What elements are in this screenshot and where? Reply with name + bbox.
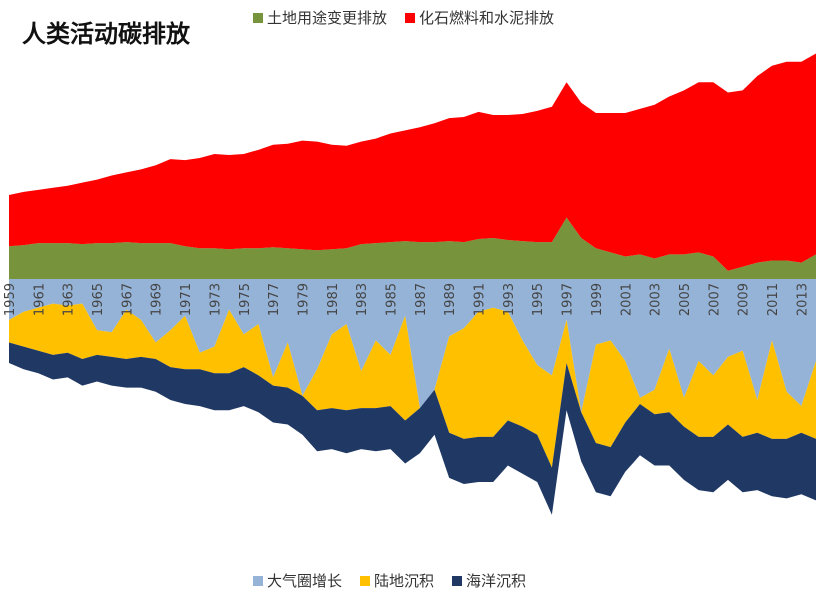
x-tick-label: 1969 — [150, 283, 165, 316]
x-tick-label: 1977 — [267, 283, 282, 316]
x-axis-group: 1959 1961 1963 1965 1967 1969 1971 1973 1975 1977… — [3, 283, 810, 316]
x-tick-label: 1989 — [443, 283, 458, 316]
legend-label-land-sink: 陆地沉积 — [374, 572, 435, 590]
x-tick-label: 1973 — [208, 283, 223, 316]
x-tick-label: 1995 — [531, 283, 546, 316]
legend-swatch-land-use — [253, 12, 263, 23]
x-tick-label: 1991 — [473, 283, 488, 316]
fossil-emissions-area — [9, 53, 816, 271]
ocean-sink-area — [9, 342, 816, 515]
x-tick-label: 1961 — [32, 283, 47, 316]
x-tick-label: 1975 — [238, 283, 253, 316]
x-tick-label: 1959 — [3, 283, 18, 316]
x-tick-label: 1963 — [62, 283, 77, 316]
legend-item-atmosphere: 大气圈增长 — [253, 570, 342, 591]
x-tick-label: 2003 — [649, 283, 664, 316]
legend-item-land-use: 土地用途变更排放 — [253, 7, 387, 28]
sinks-area-group — [9, 279, 816, 515]
x-tick-label: 1971 — [179, 283, 194, 316]
x-tick-label: 2011 — [766, 283, 781, 316]
x-tick-label: 1985 — [384, 283, 399, 316]
x-tick-label: 1967 — [120, 283, 135, 316]
legend-label-fossil: 化石燃料和水泥排放 — [419, 9, 555, 27]
atmosphere-growth-area — [9, 279, 816, 413]
legend-label-land-use: 土地用途变更排放 — [267, 9, 388, 27]
x-tick-label: 1997 — [561, 283, 576, 316]
legend-item-ocean-sink: 海洋沉积 — [452, 570, 526, 591]
x-tick-label: 1983 — [355, 283, 370, 316]
x-tick-label: 1979 — [296, 283, 311, 316]
legend-item-fossil: 化石燃料和水泥排放 — [405, 7, 554, 28]
x-tick-label: 1965 — [91, 283, 106, 316]
x-tick-label: 2009 — [737, 283, 752, 316]
x-tick-label: 2005 — [678, 283, 693, 316]
legend-swatch-land-sink — [360, 575, 371, 586]
legend-label-atmosphere: 大气圈增长 — [267, 572, 343, 590]
legend-label-ocean-sink: 海洋沉积 — [466, 572, 527, 590]
legend-top: 土地用途变更排放 化石燃料和水泥排放 — [253, 7, 572, 28]
land-use-emissions-area — [9, 217, 816, 279]
legend-swatch-atmosphere — [253, 575, 263, 586]
x-tick-label: 2001 — [619, 283, 634, 316]
land-sink-area — [9, 303, 816, 468]
x-tick-label: 2013 — [795, 283, 810, 316]
legend-swatch-ocean-sink — [452, 575, 463, 586]
chart-title: 人类活动碳排放 — [22, 20, 190, 48]
sources-area-group — [9, 53, 816, 279]
x-tick-label: 2007 — [707, 283, 722, 316]
legend-swatch-fossil — [405, 12, 416, 23]
x-tick-label: 1993 — [502, 283, 517, 316]
x-tick-label: 1999 — [590, 283, 605, 316]
x-tick-label: 1981 — [326, 283, 341, 316]
x-tick-label: 1987 — [414, 283, 429, 316]
legend-item-land-sink: 陆地沉积 — [360, 570, 434, 591]
legend-bottom: 大气圈增长 陆地沉积 海洋沉积 — [253, 570, 544, 591]
